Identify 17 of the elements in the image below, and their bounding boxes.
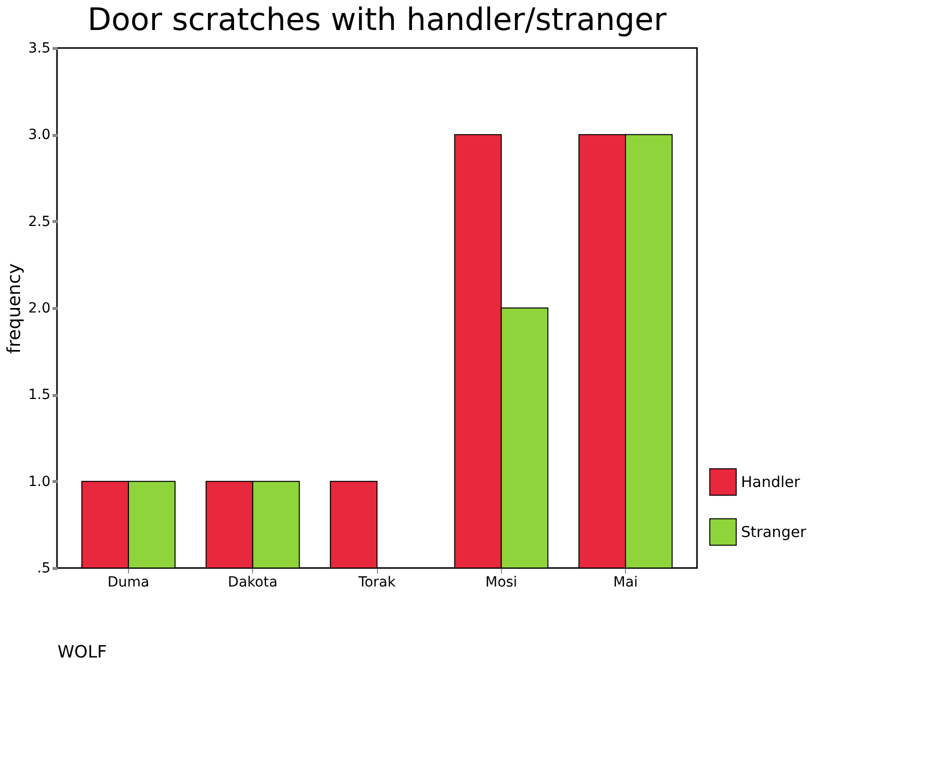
y-tick-label: 3.5 [28, 40, 50, 56]
y-axis-title: frequency [4, 263, 26, 354]
legend-label: Stranger [741, 523, 808, 541]
x-tick-label: Torak [357, 574, 396, 590]
y-tick-label: 3.0 [28, 127, 50, 144]
legend-label: Handler [741, 473, 801, 491]
y-tick-label: 1.5 [28, 387, 50, 404]
y-tick-label: 1.0 [28, 474, 50, 490]
y-tick-label: 2.5 [28, 214, 50, 230]
chart-title: Door scratches with handler/stranger [88, 2, 667, 38]
x-axis-title: WOLF [58, 642, 107, 662]
x-tick-label: Duma [108, 574, 150, 590]
y-tick-label: .5 [37, 560, 50, 576]
y-tick-label: 2.0 [28, 300, 50, 316]
x-tick-label: Mosi [485, 574, 518, 590]
x-tick-label: Mai [613, 574, 638, 590]
x-tick-label: Dakota [228, 574, 278, 590]
